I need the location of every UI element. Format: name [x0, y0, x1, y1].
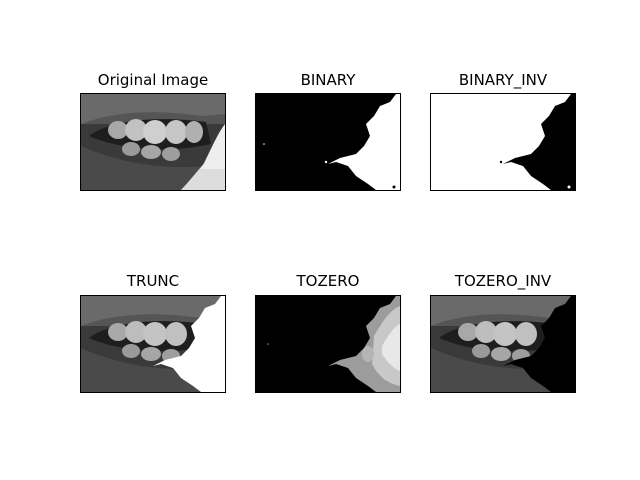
tozero-inv-image-graphic — [431, 296, 575, 392]
tozero-image-graphic — [256, 296, 400, 392]
panel-image-binary-inv — [430, 93, 576, 191]
panel-title-tozero: TOZERO — [296, 272, 360, 290]
panel-image-trunc — [80, 295, 226, 393]
panel-title-trunc: TRUNC — [126, 272, 180, 290]
binary-inv-image-graphic — [431, 94, 575, 190]
binary-image-graphic — [256, 94, 400, 190]
panel-image-tozero — [255, 295, 401, 393]
panel-title-tozero-inv: TOZERO_INV — [454, 272, 552, 290]
panel-title-binary: BINARY — [300, 71, 356, 89]
panel-image-tozero-inv — [430, 295, 576, 393]
panel-title-original: Original Image — [97, 71, 209, 89]
panel-image-original — [80, 93, 226, 191]
panel-image-binary — [255, 93, 401, 191]
trunc-image-graphic — [81, 296, 225, 392]
original-image-graphic — [81, 94, 225, 190]
panel-title-binary-inv: BINARY_INV — [458, 71, 548, 89]
